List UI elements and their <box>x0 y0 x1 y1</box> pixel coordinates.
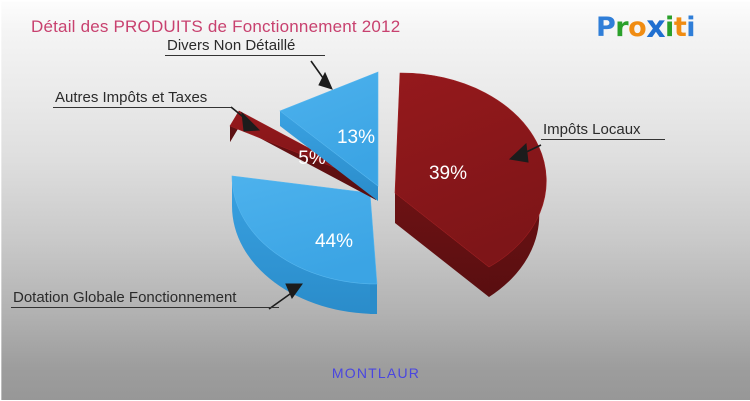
label-dotation-globale-fonctionnement: Dotation Globale Fonctionnement <box>11 289 279 308</box>
pie-slice-divers-non-detaille[interactable]: 13% <box>279 71 379 201</box>
logo-letter-o: o <box>628 12 647 43</box>
logo-letter-x: x <box>646 10 666 45</box>
pie-value-dotation: 44% <box>315 231 353 252</box>
label-autres-impots-et-taxes: Autres Impôts et Taxes <box>53 89 231 108</box>
label-divers-text: Divers Non Détaillé <box>167 37 296 54</box>
logo-letter-i-first: i <box>665 12 674 43</box>
label-impots-text: Impôts Locaux <box>543 121 641 138</box>
label-divers-underline <box>165 55 325 56</box>
logo-letter-t: t <box>673 12 687 43</box>
proxiti-logo[interactable]: Proxiti <box>596 10 695 45</box>
label-impots-underline <box>541 139 665 140</box>
logo-letter-p: P <box>596 12 616 43</box>
label-dotation-underline <box>11 307 279 308</box>
label-impots-locaux: Impôts Locaux <box>541 121 665 140</box>
pie-slice-dotation-globale-fonctionnement[interactable]: 44% <box>231 175 378 314</box>
pie-value-divers: 13% <box>337 127 375 148</box>
logo-letter-r: r <box>615 12 629 43</box>
label-dotation-text: Dotation Globale Fonctionnement <box>13 289 237 306</box>
callout-arrows <box>230 60 542 310</box>
label-divers-non-detaille: Divers Non Détaillé <box>165 37 325 56</box>
label-autres-underline <box>53 107 231 108</box>
pie-value-impots: 39% <box>429 163 467 184</box>
pie-slice-impots-locaux[interactable]: 39% <box>394 72 547 297</box>
label-autres-text: Autres Impôts et Taxes <box>55 89 208 106</box>
chart-caption: MONTLAUR <box>331 365 421 381</box>
chart-title: Détail des PRODUITS de Fonctionnement 20… <box>31 17 401 36</box>
logo-letter-i-second: i <box>686 12 695 43</box>
